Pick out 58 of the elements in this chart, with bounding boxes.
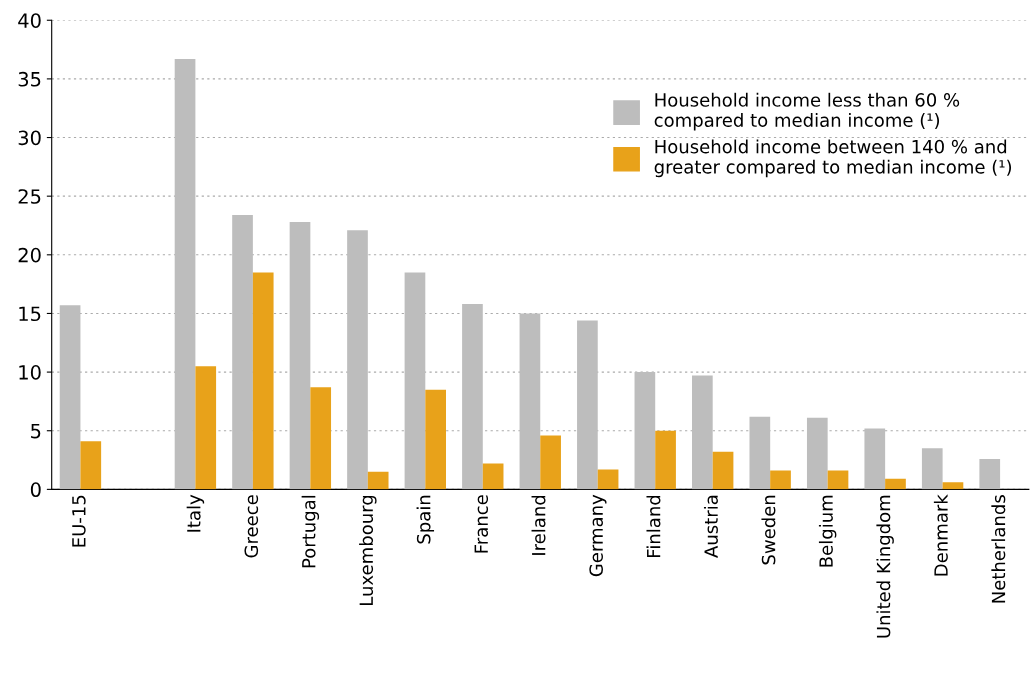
x-tick-label: Sweden	[761, 495, 776, 565]
y-tick-label: 5	[31, 423, 41, 439]
y-tick-label: 20	[18, 247, 41, 263]
y-tick-label: 25	[18, 189, 41, 204]
bar	[425, 389, 446, 490]
bar	[347, 230, 368, 490]
bar	[404, 272, 426, 490]
bar	[540, 435, 561, 490]
x-tick-label: France	[474, 495, 489, 553]
bar	[921, 448, 943, 490]
bar	[367, 471, 389, 490]
bar	[597, 469, 619, 490]
bar	[979, 458, 1001, 490]
x-tick-label: Italy	[186, 494, 205, 532]
legend-label: Household income between 140 % and greater compared to median income (¹)	[654, 139, 1012, 178]
bar	[289, 221, 311, 490]
bar	[712, 451, 734, 490]
x-tick-label: Ireland	[531, 495, 546, 555]
bar	[174, 58, 196, 490]
bar	[749, 416, 771, 490]
x-tick-label: Denmark	[933, 494, 948, 576]
bar	[195, 366, 217, 490]
bar	[655, 430, 676, 490]
legend-label: Household income less than 60 % compared to median income (¹)	[654, 92, 960, 131]
bar	[827, 470, 849, 490]
y-tick-label: 15	[19, 306, 41, 322]
x-tick-label: Luxembourg	[359, 495, 377, 605]
x-tick-label: Belgium	[818, 495, 837, 567]
bar	[80, 441, 102, 490]
x-tick-label: Netherlands	[991, 495, 1006, 603]
x-tick-label: Spain	[416, 495, 435, 544]
x-tick-label: Greece	[244, 495, 259, 558]
bar	[519, 313, 541, 490]
y-tick-label: 35	[18, 71, 41, 87]
bar	[806, 417, 828, 490]
y-tick-label: 0	[30, 482, 41, 498]
bar	[310, 387, 332, 490]
x-tick-label: Finland	[646, 495, 661, 557]
bar	[232, 214, 253, 490]
x-tick-label: Germany	[589, 494, 607, 577]
x-tick-label: United Kingdom	[876, 495, 894, 638]
bar	[770, 470, 791, 490]
bar	[634, 372, 656, 490]
y-tick-label: 40	[18, 13, 41, 28]
bar	[252, 272, 274, 490]
bar	[942, 482, 964, 490]
y-tick-label: 30	[18, 130, 41, 146]
x-tick-label: EU-15	[72, 495, 86, 547]
bar	[462, 304, 483, 490]
y-tick-label: 10	[19, 365, 41, 380]
bar	[864, 428, 886, 490]
bar	[482, 463, 504, 490]
x-tick-label: Austria	[703, 495, 718, 558]
x-tick-label: Portugal	[301, 495, 320, 568]
bar	[692, 375, 713, 490]
bar	[885, 478, 906, 490]
bar	[59, 305, 81, 490]
bar	[577, 320, 598, 490]
